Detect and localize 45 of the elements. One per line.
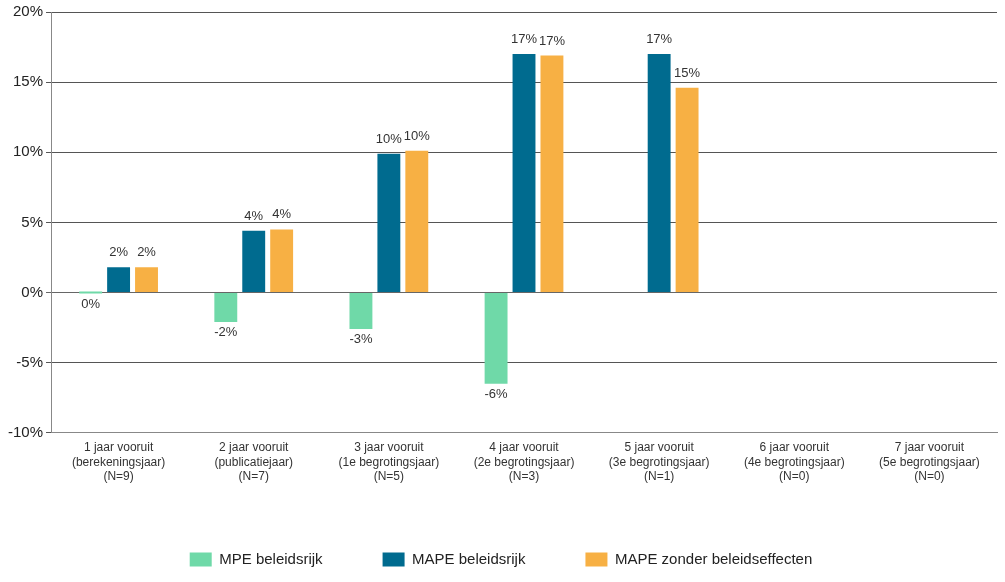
x-tick-label: 5 jaar vooruit (3e begrotingsjaar) (N=1) xyxy=(608,440,710,484)
data-label: 2% xyxy=(137,244,157,260)
bar xyxy=(484,293,508,384)
x-tick-label: 1 jaar vooruit (berekeningsjaar) (N=9) xyxy=(71,440,166,484)
data-label: 17% xyxy=(646,31,673,47)
y-tick-label: 15% xyxy=(12,72,44,90)
bar xyxy=(107,267,131,293)
data-label: 4% xyxy=(272,206,292,222)
data-label: 17% xyxy=(510,31,538,47)
data-label: 2% xyxy=(109,244,129,260)
x-tick-label: 7 jaar vooruit (5e begrotingsjaar) (N=0) xyxy=(879,440,980,484)
data-label: 10% xyxy=(375,130,403,146)
bar xyxy=(135,267,158,293)
x-tick-label: 4 jaar vooruit (2e begrotingsjaar) (N=3) xyxy=(473,440,575,484)
y-tick-label: -10% xyxy=(7,422,44,440)
data-label: -3% xyxy=(349,331,373,347)
bar xyxy=(214,293,238,322)
y-tick-label: 20% xyxy=(12,2,44,20)
legend-label: MAPE zonder beleidseffecten xyxy=(614,549,813,567)
bar xyxy=(512,54,536,293)
y-tick-label: -5% xyxy=(16,352,44,370)
bar xyxy=(647,54,671,293)
data-label: 15% xyxy=(674,64,701,80)
data-label: 17% xyxy=(538,32,566,48)
bar xyxy=(675,87,699,293)
bar xyxy=(540,55,564,293)
x-tick-label: 6 jaar vooruit (4e begrotingsjaar) (N=0) xyxy=(743,440,845,484)
data-label: -2% xyxy=(214,324,238,340)
bar xyxy=(270,229,294,293)
x-tick-label: 2 jaar vooruit (publicatiejaar) (N=7) xyxy=(214,440,294,484)
data-label: 0% xyxy=(81,295,101,311)
bar xyxy=(349,293,373,329)
legend-label: MPE beleidsrijk xyxy=(219,549,324,567)
bar xyxy=(377,153,401,293)
data-label: -6% xyxy=(484,385,509,401)
y-tick-label: 0% xyxy=(21,282,44,300)
data-label: 10% xyxy=(403,127,431,143)
bar xyxy=(242,230,266,293)
bar xyxy=(405,150,429,293)
legend-label: MAPE beleidsrijk xyxy=(412,549,526,567)
x-tick-label: 3 jaar vooruit (1e begrotingsjaar) (N=5) xyxy=(338,440,440,484)
y-tick-label: 5% xyxy=(21,212,44,230)
bar xyxy=(79,291,103,294)
y-tick-label: 10% xyxy=(12,142,44,160)
data-label: 4% xyxy=(244,207,264,223)
